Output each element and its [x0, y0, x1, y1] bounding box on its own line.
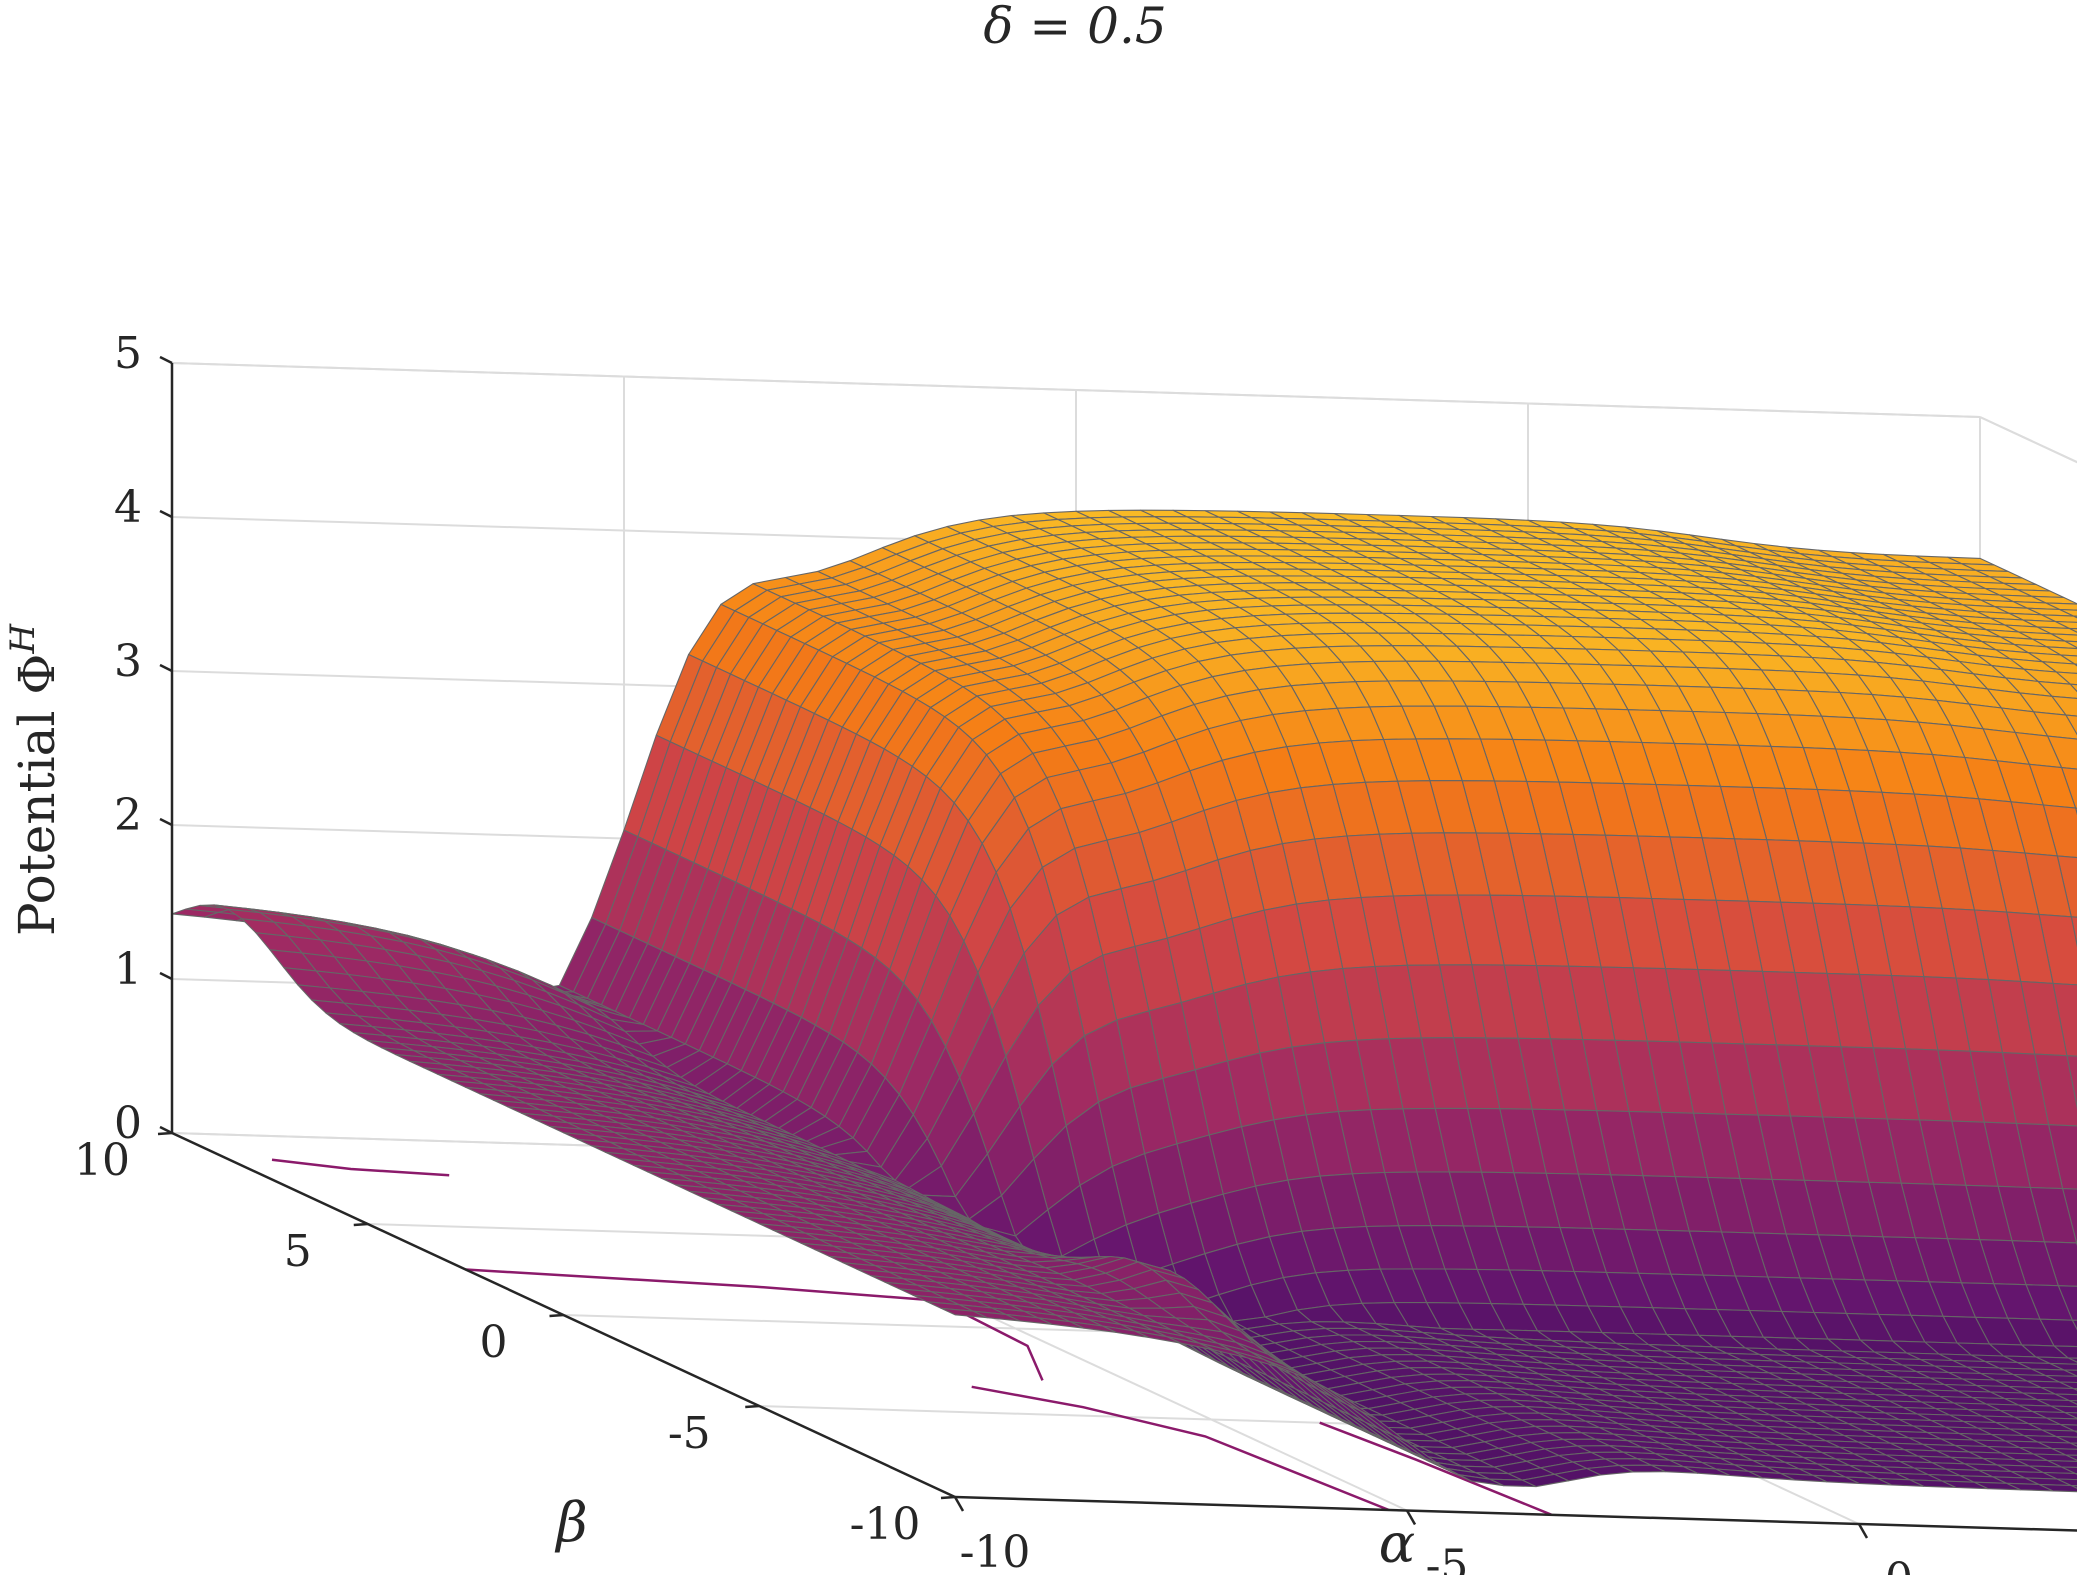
floor-contour-line — [971, 1385, 1390, 1512]
beta-tick-label: 10 — [74, 1135, 130, 1186]
z-tick — [159, 355, 173, 365]
beta-tick — [353, 1222, 368, 1227]
z-axis-label: Potential ΦH — [3, 623, 66, 936]
alpha-tick-label: -5 — [1426, 1541, 1469, 1575]
grid-line — [954, 1496, 2077, 1532]
beta-tick-label: 5 — [284, 1226, 312, 1277]
z-tick — [159, 971, 173, 981]
z-tick-label: 2 — [114, 790, 142, 841]
z-tick — [159, 817, 173, 827]
beta-tick — [549, 1313, 564, 1318]
beta-tick-label: -5 — [668, 1408, 711, 1459]
z-tick — [159, 663, 173, 673]
z-tick-label: 0 — [114, 1098, 142, 1149]
beta-tick-label: 0 — [480, 1317, 508, 1368]
z-tick-label: 1 — [114, 944, 142, 995]
alpha-axis-label: α — [1379, 1512, 1415, 1575]
z-axis-label-superscript: H — [3, 623, 43, 655]
z-tick — [159, 509, 173, 519]
floor-contour-line — [1319, 1421, 1553, 1516]
z-tick-label: 3 — [114, 636, 142, 687]
surface-patch — [940, 1307, 988, 1319]
alpha-tick — [1857, 1523, 1869, 1539]
z-tick-label: 5 — [114, 328, 142, 379]
chart-title: δ = 0.5 — [983, 0, 1166, 55]
alpha-axis-line — [954, 1495, 2077, 1532]
z-tick-label: 4 — [114, 482, 142, 533]
beta-tick — [745, 1404, 760, 1409]
surface-layer — [171, 509, 2077, 1493]
alpha-tick — [953, 1496, 965, 1512]
surface-patch — [2068, 1399, 2077, 1405]
floor-contour-line — [271, 1158, 450, 1177]
beta-tick-label: -10 — [850, 1499, 921, 1550]
grid-line — [171, 362, 1981, 418]
alpha-tick-label: -10 — [960, 1527, 1031, 1575]
beta-axis-label: β — [554, 1491, 587, 1554]
z-axis-label-text: Potential Φ — [8, 654, 66, 936]
beta-tick — [157, 1131, 173, 1136]
alpha-tick — [1405, 1509, 1417, 1526]
beta-tick — [940, 1495, 956, 1500]
alpha-tick-label: 0 — [1885, 1554, 1913, 1575]
